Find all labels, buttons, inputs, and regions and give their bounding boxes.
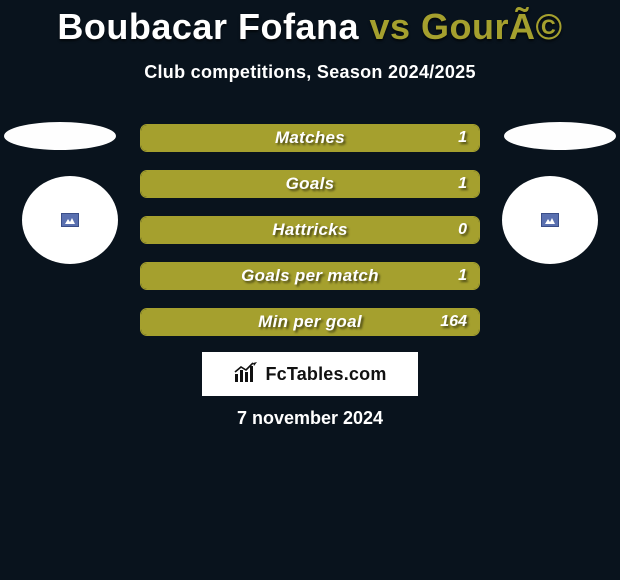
stat-value: 1 [458,171,467,197]
brand-chart-icon [233,362,259,387]
stat-row-matches: Matches 1 [140,124,480,152]
stat-value: 164 [440,309,467,335]
title-vs: vs [369,6,410,47]
stat-label: Goals [141,171,479,197]
avatar-right [502,176,598,264]
stat-value: 1 [458,125,467,151]
title-player1: Boubacar Fofana [57,6,359,47]
stat-row-goals: Goals 1 [140,170,480,198]
stat-label: Min per goal [141,309,479,335]
date-text: 7 november 2024 [0,408,620,429]
brand-watermark: FcTables.com [202,352,418,396]
stat-value: 1 [458,263,467,289]
stat-label: Goals per match [141,263,479,289]
subtitle: Club competitions, Season 2024/2025 [0,62,620,83]
avatar-left [22,176,118,264]
stat-row-goals-per-match: Goals per match 1 [140,262,480,290]
stat-row-hattricks: Hattricks 0 [140,216,480,244]
stats-container: Matches 1 Goals 1 Hattricks 0 Goals per … [140,124,480,354]
placeholder-image-icon [541,213,559,227]
page-root: Boubacar Fofana vs GourÃ© Club competiti… [0,0,620,580]
brand-text: FcTables.com [265,364,386,385]
avatar-shadow-left [4,122,116,150]
title-player2: GourÃ© [421,6,563,47]
stat-row-min-per-goal: Min per goal 164 [140,308,480,336]
avatar-shadow-right [504,122,616,150]
stat-label: Hattricks [141,217,479,243]
stat-label: Matches [141,125,479,151]
placeholder-image-icon [61,213,79,227]
stat-value: 0 [458,217,467,243]
page-title: Boubacar Fofana vs GourÃ© [0,0,620,48]
